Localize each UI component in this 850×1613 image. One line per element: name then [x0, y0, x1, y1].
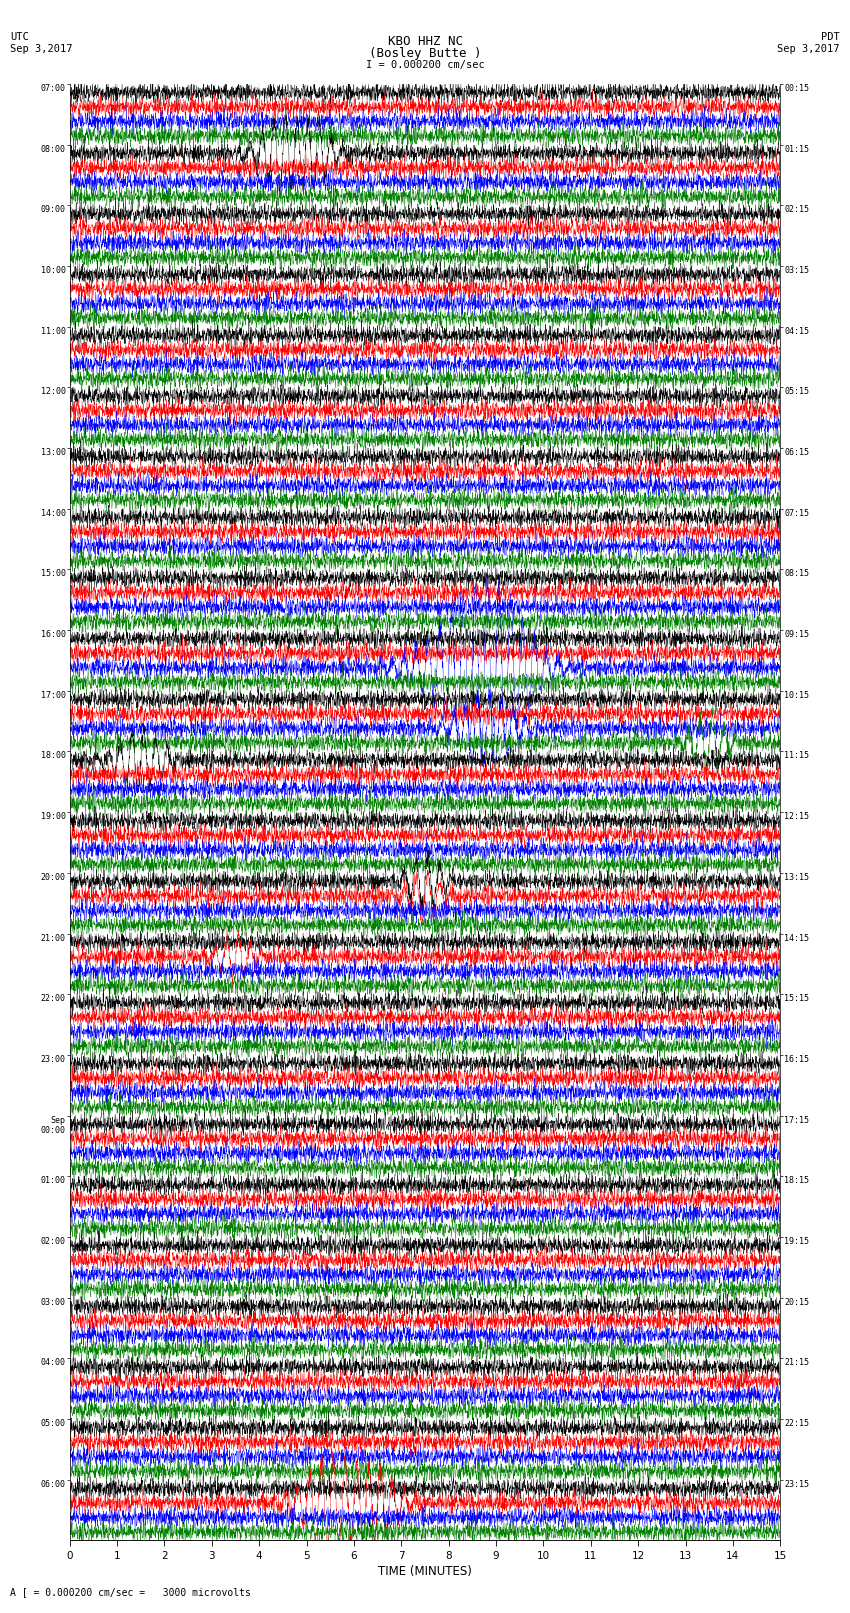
Text: PDT: PDT [821, 32, 840, 42]
Text: Sep 3,2017: Sep 3,2017 [777, 44, 840, 53]
X-axis label: TIME (MINUTES): TIME (MINUTES) [378, 1565, 472, 1578]
Text: A [ = 0.000200 cm/sec =   3000 microvolts: A [ = 0.000200 cm/sec = 3000 microvolts [10, 1587, 251, 1597]
Text: UTC: UTC [10, 32, 29, 42]
Text: Sep 3,2017: Sep 3,2017 [10, 44, 73, 53]
Text: I = 0.000200 cm/sec: I = 0.000200 cm/sec [366, 60, 484, 69]
Text: (Bosley Butte ): (Bosley Butte ) [369, 47, 481, 60]
Text: KBO HHZ NC: KBO HHZ NC [388, 35, 462, 48]
